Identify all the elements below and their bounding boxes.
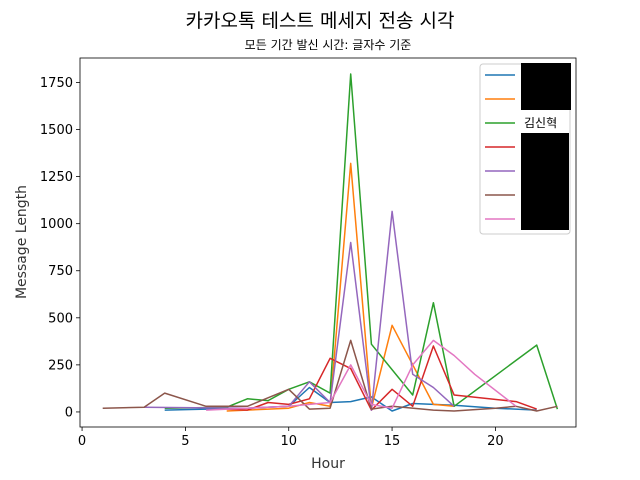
x-axis: 0 5 10 15 20 [78, 427, 504, 449]
y-tick-label-4: 1000 [40, 217, 73, 232]
series-line-6 [206, 339, 517, 411]
plot-area [102, 73, 559, 412]
y-tick-label-5: 1250 [40, 170, 73, 185]
x-tick-label-1: 5 [181, 434, 189, 449]
series-line-5 [102, 339, 558, 412]
x-tick-label-3: 15 [384, 434, 401, 449]
plot-frame [79, 57, 577, 428]
chart-title: 카카오톡 테스트 메세지 전송 시각 [186, 10, 455, 32]
y-tick-label-7: 1750 [40, 76, 73, 91]
x-tick-label-0: 0 [78, 434, 86, 449]
y-axis-label: Message Length [14, 185, 30, 299]
x-tick-label-4: 20 [487, 434, 504, 449]
redaction-block-bottom [521, 133, 569, 230]
legend: 김신혁 [479, 63, 571, 235]
series-line-3 [226, 345, 537, 411]
x-axis-label: Hour [311, 456, 345, 472]
y-tick-label-2: 500 [48, 311, 73, 326]
y-tick-label-1: 250 [48, 358, 73, 373]
chart-subtitle: 모든 기간 발신 시간: 글자수 기준 [245, 38, 412, 52]
y-tick-label-0: 0 [65, 405, 73, 420]
series-line-2 [164, 73, 559, 410]
y-axis: 0 250 500 750 1000 1250 1500 1750 [40, 76, 80, 420]
x-tick-label-2: 10 [280, 434, 297, 449]
redaction-block-top [521, 63, 571, 110]
y-tick-label-3: 750 [48, 264, 73, 279]
y-tick-label-6: 1500 [40, 123, 73, 138]
legend-label-2: 김신혁 [524, 116, 557, 130]
series-line-4 [144, 210, 455, 411]
